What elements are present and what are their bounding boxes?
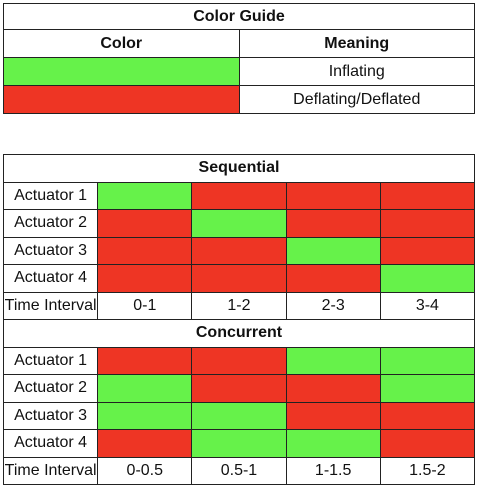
sequential-state-cell-deflating [285, 181, 381, 210]
sequential-state-cell-deflating [379, 181, 476, 210]
sequential-actuator-row: Actuator 3 [2, 236, 476, 265]
color-guide-title: Color Guide [3, 3, 475, 30]
sequential-actuator-row: Actuator 1 [2, 181, 476, 210]
sequential-actuator-label: Actuator 2 [2, 209, 99, 238]
concurrent-state-cell-inflating [285, 346, 381, 375]
concurrent-state-cell-deflating [379, 429, 476, 458]
sequential-actuator-row: Actuator 2 [2, 209, 476, 238]
concurrent-state-cell-inflating [191, 401, 287, 430]
guide-row-inflating: Inflating [3, 57, 475, 86]
concurrent-interval-cell: 1-1.5 [285, 456, 381, 485]
concurrent-actuator-label: Actuator 3 [2, 401, 99, 430]
inflating-meaning: Inflating [238, 57, 475, 86]
sequential-state-cell-deflating [191, 181, 287, 210]
concurrent-state-cell-deflating [97, 346, 193, 375]
sequential-interval-cell: 0-1 [97, 291, 193, 320]
sequential-state-cell-inflating [191, 209, 287, 238]
concurrent-state-cell-inflating [379, 346, 476, 375]
sequential-state-cell-inflating [97, 181, 193, 210]
sequential-interval-cell: 2-3 [285, 291, 381, 320]
sequential-state-cell-deflating [191, 236, 287, 265]
actuation-schedule-table: Sequential Actuator 1 Actuator 2 Actuator 3… [2, 154, 476, 485]
sequential-time-row: Time Interval 0-1 1-2 2-3 3-4 [2, 291, 476, 320]
sequential-title: Sequential [3, 154, 475, 183]
sequential-title-row: Sequential [3, 154, 475, 183]
sequential-actuator-label: Actuator 3 [2, 236, 99, 265]
guide-row-deflating: Deflating/Deflated [3, 85, 475, 114]
deflating-color-swatch [3, 85, 240, 114]
concurrent-actuator-row: Actuator 2 [2, 374, 476, 403]
sequential-state-cell-deflating [191, 264, 287, 293]
concurrent-title-row: Concurrent [3, 319, 475, 348]
concurrent-time-label: Time Interval [2, 456, 99, 485]
color-guide-table: Color Guide Color Meaning Inflating Defl… [3, 3, 475, 114]
concurrent-title: Concurrent [3, 319, 475, 348]
sequential-state-cell-deflating [97, 236, 193, 265]
concurrent-time-row: Time Interval 0-0.5 0.5-1 1-1.5 1.5-2 [2, 456, 476, 485]
concurrent-state-cell-inflating [97, 374, 193, 403]
sequential-time-label: Time Interval [2, 291, 99, 320]
concurrent-interval-cell: 0-0.5 [97, 456, 193, 485]
concurrent-state-cell-deflating [191, 346, 287, 375]
concurrent-actuator-label: Actuator 4 [2, 429, 99, 458]
concurrent-interval-cell: 1.5-2 [379, 456, 476, 485]
concurrent-state-cell-deflating [285, 374, 381, 403]
concurrent-state-cell-deflating [379, 401, 476, 430]
inflating-color-swatch [3, 57, 240, 86]
concurrent-actuator-row: Actuator 1 [2, 346, 476, 375]
sequential-state-cell-deflating [97, 209, 193, 238]
concurrent-state-cell-inflating [97, 401, 193, 430]
concurrent-interval-cell: 0.5-1 [191, 456, 287, 485]
concurrent-state-cell-inflating [191, 429, 287, 458]
sequential-state-cell-deflating [285, 209, 381, 238]
sequential-state-cell-inflating [379, 264, 476, 293]
concurrent-actuator-label: Actuator 1 [2, 346, 99, 375]
deflating-meaning: Deflating/Deflated [238, 85, 475, 114]
sequential-state-cell-inflating [285, 236, 381, 265]
sequential-actuator-label: Actuator 1 [2, 181, 99, 210]
sequential-state-cell-deflating [379, 236, 476, 265]
sequential-interval-cell: 3-4 [379, 291, 476, 320]
meaning-column-header: Meaning [238, 29, 475, 58]
sequential-interval-cell: 1-2 [191, 291, 287, 320]
sequential-state-cell-deflating [97, 264, 193, 293]
sequential-state-cell-deflating [285, 264, 381, 293]
sequential-state-cell-deflating [379, 209, 476, 238]
concurrent-actuator-label: Actuator 2 [2, 374, 99, 403]
concurrent-state-cell-deflating [191, 374, 287, 403]
concurrent-state-cell-inflating [379, 374, 476, 403]
concurrent-actuator-row: Actuator 4 [2, 429, 476, 458]
concurrent-state-cell-deflating [285, 401, 381, 430]
concurrent-actuator-row: Actuator 3 [2, 401, 476, 430]
sequential-actuator-row: Actuator 4 [2, 264, 476, 293]
concurrent-state-cell-inflating [285, 429, 381, 458]
sequential-actuator-label: Actuator 4 [2, 264, 99, 293]
color-column-header: Color [3, 29, 240, 58]
concurrent-state-cell-deflating [97, 429, 193, 458]
